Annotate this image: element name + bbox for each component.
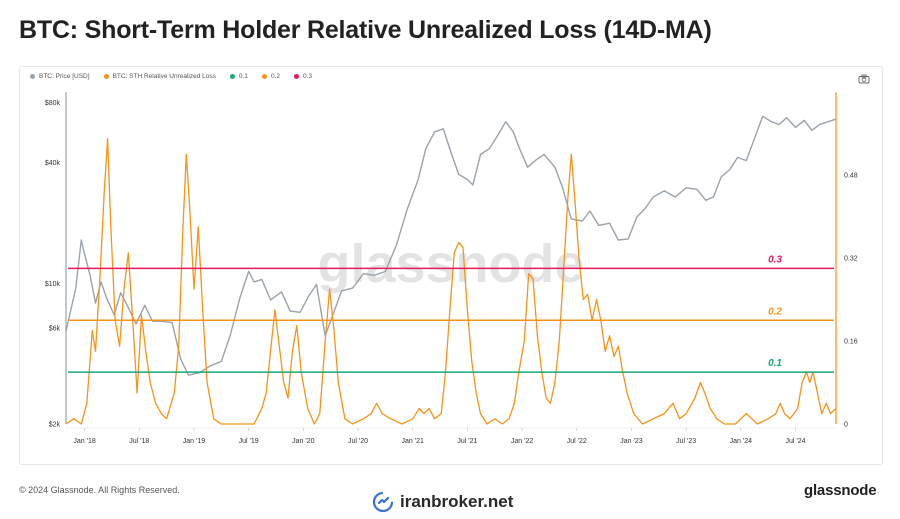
- legend-swatch: [293, 74, 299, 79]
- threshold-label: 0.2: [768, 306, 782, 317]
- x-tick-label: Jul '20: [348, 438, 368, 445]
- footer-copyright: © 2024 Glassnode. All Rights Reserved.: [19, 485, 180, 495]
- legend-swatch: [103, 74, 109, 79]
- x-tick-label: Jan '21: [402, 438, 424, 445]
- x-tick-label: Jul '23: [676, 438, 696, 445]
- y-left-tick-label: $80k: [45, 100, 61, 107]
- threshold-label: 0.3: [768, 254, 782, 265]
- x-tick-label: Jan '20: [292, 438, 314, 445]
- legend-swatch: [261, 74, 267, 79]
- y-left-tick-label: $10k: [45, 281, 61, 288]
- sth-loss-series-line: [65, 138, 837, 425]
- broker-logo-icon: [372, 491, 394, 513]
- legend-swatch: [229, 74, 235, 79]
- chart-legend: BTC: Price [USD] BTC: STH Relative Unreal…: [30, 73, 312, 80]
- y-left-tick-label: $6k: [49, 326, 61, 333]
- legend-label: 0.3: [302, 73, 313, 80]
- y-right-tick-label: 0.48: [844, 173, 858, 180]
- price-series-line: [65, 115, 837, 376]
- x-tick-label: Jan '23: [620, 438, 642, 445]
- x-tick-label: Jan '24: [730, 438, 752, 445]
- threshold-label: 0.1: [768, 358, 782, 369]
- x-tick-label: Jul '21: [457, 438, 477, 445]
- chart-svg: glassnode $2k $6k $10k $40k $80k 0 0.16 0.32 0.48…: [45, 92, 858, 445]
- legend-item[interactable]: BTC: STH Relative Unrealized Loss: [103, 73, 216, 80]
- camera-icon[interactable]: [858, 74, 870, 84]
- legend-item[interactable]: 0.1: [229, 73, 248, 80]
- legend-label: 0.1: [238, 73, 248, 80]
- legend-item[interactable]: 0.3: [293, 73, 313, 80]
- y-right-tick-label: 0: [844, 422, 848, 429]
- x-tick-label: Jan '22: [511, 438, 533, 445]
- footer-brand-logo: glassnode: [804, 482, 877, 499]
- x-tick-label: Jul '18: [129, 438, 149, 445]
- legend-label: BTC: STH Relative Unrealized Loss: [112, 73, 216, 80]
- page-title: BTC: Short-Term Holder Relative Unrealiz…: [19, 16, 712, 44]
- y-left-tick-label: $2k: [49, 422, 61, 429]
- legend-label: 0.2: [270, 73, 280, 80]
- x-tick-label: Jul '19: [239, 438, 259, 445]
- x-tick-label: Jan '19: [183, 438, 205, 445]
- x-tick-label: Jul '22: [567, 438, 587, 445]
- legend-item[interactable]: BTC: Price [USD]: [30, 73, 90, 80]
- x-tick-label: Jul '24: [786, 438, 806, 445]
- broker-watermark: iranbroker.net: [372, 491, 513, 513]
- x-tick-label: Jan '18: [73, 438, 95, 445]
- broker-text: iranbroker.net: [400, 492, 514, 511]
- legend-swatch: [30, 74, 35, 79]
- y-right-tick-label: 0.32: [844, 256, 858, 263]
- legend-label: BTC: Price [USD]: [39, 73, 90, 80]
- legend-item[interactable]: 0.2: [261, 73, 280, 80]
- y-left-tick-label: $40k: [45, 160, 61, 167]
- chart-watermark: glassnode: [317, 234, 584, 294]
- y-right-tick-label: 0.16: [844, 339, 858, 346]
- chart-frame: [19, 66, 883, 465]
